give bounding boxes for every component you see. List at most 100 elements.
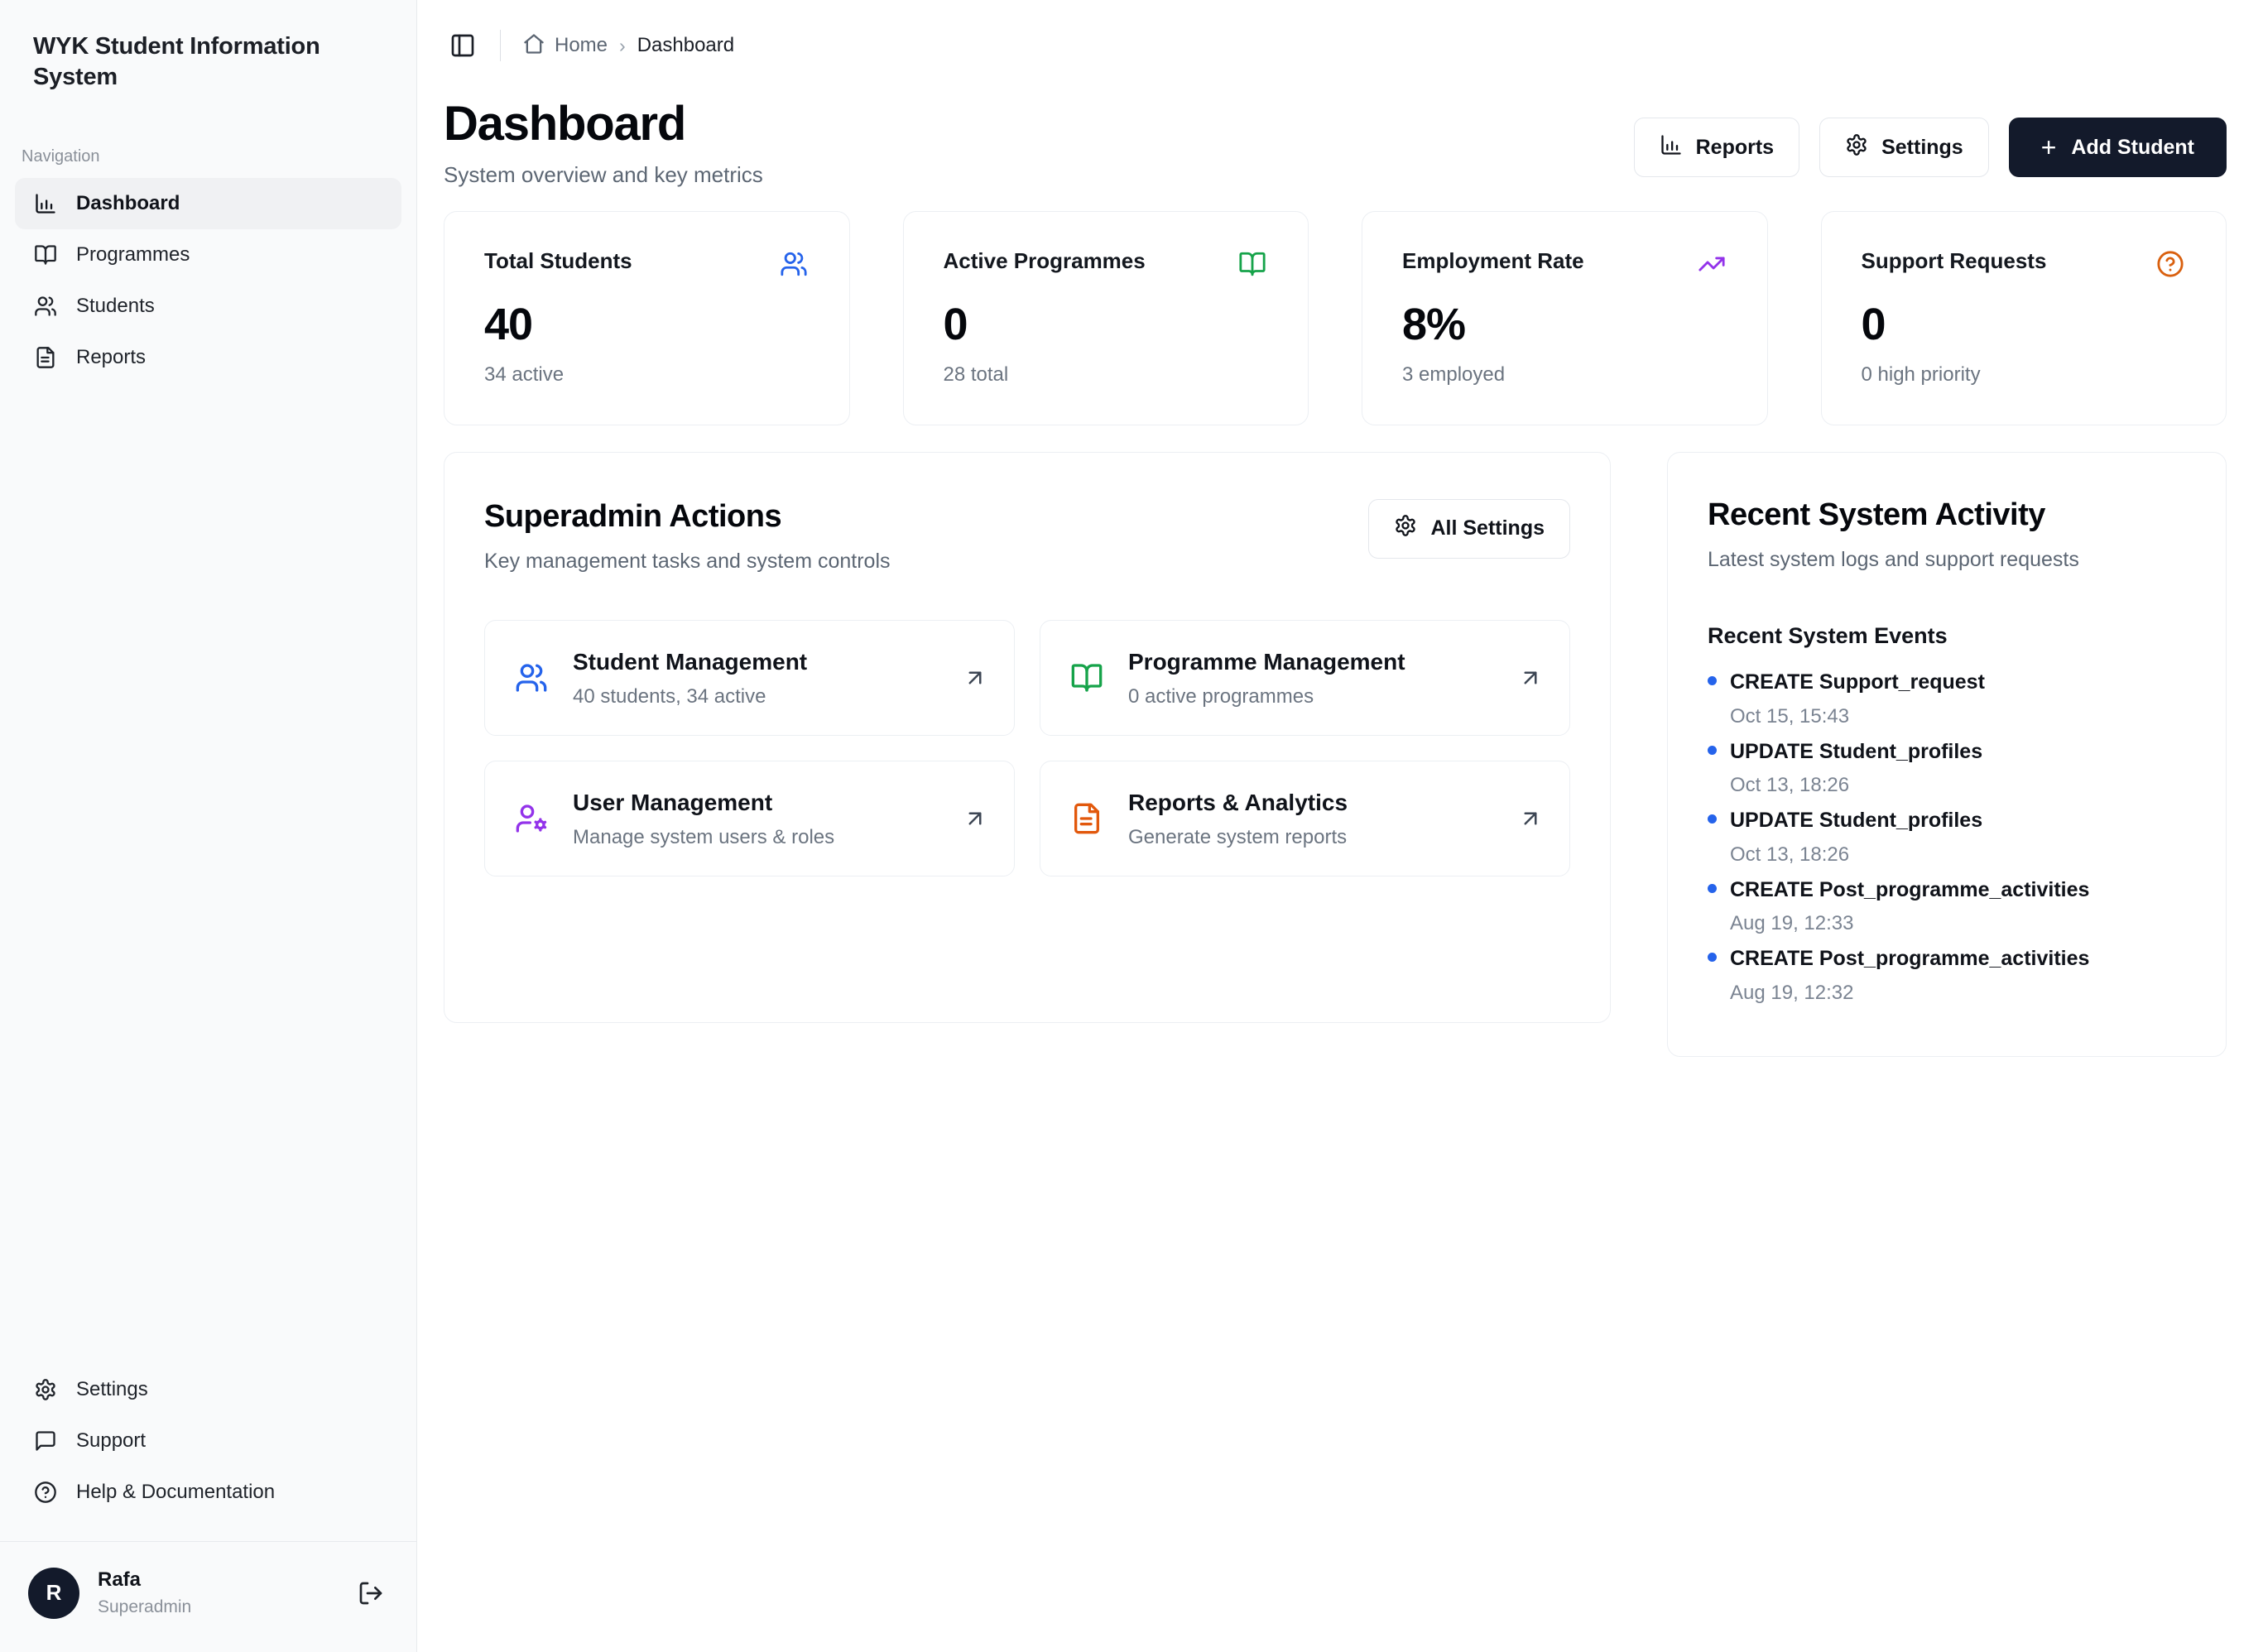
- bullet-dot-icon: [1708, 953, 1717, 963]
- panel-toggle-icon[interactable]: [444, 26, 482, 65]
- stat-card-support-requests: Support Requests 0 0 high priority: [1820, 210, 2227, 425]
- event-name: UPDATE Student_profiles: [1730, 809, 1983, 833]
- stat-card-title: Support Requests: [1861, 247, 2047, 273]
- list-item: CREATE Support_request Oct 15, 15:43: [1708, 667, 2186, 732]
- stat-card-active-programmes: Active Programmes 0 28 total: [902, 210, 1309, 425]
- event-name: UPDATE Student_profiles: [1730, 739, 1983, 763]
- tile-subtitle: Generate system reports: [1128, 826, 1348, 849]
- sidebar-spacer: [0, 383, 416, 1364]
- tile-reports-analytics[interactable]: Reports & Analytics Generate system repo…: [1040, 761, 1570, 877]
- stat-card-value: 0: [943, 299, 968, 349]
- gear-icon: [33, 1377, 58, 1402]
- stat-card-header: Total Students: [484, 248, 810, 280]
- sidebar-user-section[interactable]: R Rafa Superadmin: [0, 1542, 416, 1652]
- event-name: CREATE Support_request: [1730, 670, 1985, 694]
- sidebar-item-dashboard[interactable]: Dashboard: [15, 178, 401, 230]
- trending-up-icon: [1696, 248, 1727, 280]
- topbar-divider: [500, 30, 501, 61]
- stat-card-header: Active Programmes: [944, 248, 1269, 280]
- sidebar-divider: [0, 1541, 416, 1543]
- stat-card-value: 0: [1861, 299, 1886, 349]
- tile-subtitle: Manage system users & roles: [573, 826, 835, 849]
- settings-button-label: Settings: [1881, 135, 1963, 159]
- users-icon: [778, 248, 810, 280]
- user-name: Rafa: [98, 1568, 142, 1592]
- main-content: Home › Dashboard Dashboard System overvi…: [417, 0, 2263, 1652]
- avatar: R: [28, 1567, 79, 1619]
- primary-nav: Dashboard Programmes Students Reports: [0, 178, 416, 383]
- sidebar-item-settings[interactable]: Settings: [15, 1364, 401, 1415]
- user-meta: Rafa Superadmin: [98, 1567, 335, 1619]
- event-row: UPDATE Student_profiles: [1708, 805, 2186, 837]
- stat-card-title: Total Students: [484, 247, 632, 273]
- user-cog-icon: [513, 800, 550, 837]
- superadmin-action-tiles: Student Management 40 students, 34 activ…: [484, 620, 1570, 877]
- book-open-icon: [1237, 248, 1268, 280]
- tile-body: Programme Management 0 active programmes: [1128, 647, 1493, 708]
- page-header: Dashboard System overview and key metric…: [417, 91, 2263, 188]
- plus-icon: +: [2040, 132, 2057, 162]
- stat-card-note: 0 high priority: [1861, 363, 1981, 386]
- breadcrumb-separator: ›: [619, 34, 626, 56]
- activity-events-heading: Recent System Events: [1708, 623, 1948, 649]
- activity-panel-title: Recent System Activity: [1708, 497, 2045, 532]
- sidebar-item-programmes[interactable]: Programmes: [15, 229, 401, 281]
- event-name: CREATE Post_programme_activities: [1730, 947, 2090, 971]
- tile-student-management[interactable]: Student Management 40 students, 34 activ…: [484, 620, 1015, 737]
- tile-title: Student Management: [573, 649, 808, 675]
- breadcrumb-home[interactable]: Home: [522, 32, 608, 60]
- logout-icon[interactable]: [353, 1576, 388, 1611]
- stat-card-header: Employment Rate: [1402, 248, 1727, 280]
- tile-programme-management[interactable]: Programme Management 0 active programmes: [1040, 620, 1570, 737]
- tile-user-management[interactable]: User Management Manage system users & ro…: [484, 761, 1015, 877]
- sidebar-item-label: Support: [76, 1429, 147, 1453]
- tile-body: Student Management 40 students, 34 activ…: [573, 647, 938, 708]
- superadmin-panel-heading: Superadmin Actions Key management tasks …: [484, 499, 891, 574]
- page-header-text: Dashboard System overview and key metric…: [444, 97, 763, 188]
- add-student-button[interactable]: + Add Student: [2008, 118, 2227, 177]
- page-title: Dashboard: [444, 97, 686, 151]
- book-open-icon: [33, 243, 58, 267]
- secondary-nav: Settings Support Help & Documentation: [0, 1364, 416, 1518]
- sidebar-item-reports[interactable]: Reports: [15, 332, 401, 383]
- activity-event-list: CREATE Support_request Oct 15, 15:43 UPD…: [1708, 667, 2186, 1008]
- user-role: Superadmin: [98, 1597, 192, 1616]
- recent-system-activity-panel: Recent System Activity Latest system log…: [1667, 451, 2227, 1057]
- tile-title: User Management: [573, 790, 773, 816]
- file-text-icon: [33, 345, 58, 370]
- event-name: CREATE Post_programme_activities: [1730, 877, 2090, 901]
- bar-chart-icon: [1660, 133, 1683, 162]
- bullet-dot-icon: [1708, 883, 1717, 893]
- event-row: CREATE Post_programme_activities: [1708, 944, 2186, 975]
- tile-title: Programme Management: [1128, 649, 1405, 675]
- superadmin-actions-panel: Superadmin Actions Key management tasks …: [444, 451, 1611, 1023]
- breadcrumb-home-label: Home: [555, 34, 608, 56]
- users-icon: [513, 660, 550, 696]
- list-item: CREATE Post_programme_activities Aug 19,…: [1708, 875, 2186, 939]
- nav-section-label: Navigation: [22, 147, 100, 166]
- sidebar-item-students[interactable]: Students: [15, 281, 401, 332]
- bullet-dot-icon: [1708, 814, 1717, 824]
- gear-icon: [1845, 133, 1868, 162]
- sidebar-item-help-documentation[interactable]: Help & Documentation: [15, 1467, 401, 1518]
- stat-card-value: 40: [484, 299, 533, 349]
- superadmin-panel-subtitle: Key management tasks and system controls: [484, 550, 891, 574]
- reports-button[interactable]: Reports: [1633, 118, 1800, 177]
- sidebar-item-label: Settings: [76, 1378, 148, 1401]
- list-item: UPDATE Student_profiles Oct 13, 18:26: [1708, 805, 2186, 870]
- bar-chart-icon: [33, 191, 58, 216]
- breadcrumb-current: Dashboard: [637, 34, 735, 56]
- stat-card-value: 8%: [1402, 299, 1466, 349]
- settings-button[interactable]: Settings: [1819, 118, 1989, 177]
- help-circle-icon: [33, 1480, 58, 1505]
- tile-body: User Management Manage system users & ro…: [573, 788, 938, 849]
- superadmin-panel-title: Superadmin Actions: [484, 498, 782, 534]
- sidebar-item-support[interactable]: Support: [15, 1415, 401, 1467]
- sidebar-item-label: Dashboard: [76, 192, 180, 215]
- event-timestamp: Oct 15, 15:43: [1730, 704, 1850, 728]
- bullet-dot-icon: [1708, 745, 1717, 755]
- stat-card-total-students: Total Students 40 34 active: [444, 210, 850, 425]
- book-open-icon: [1069, 660, 1105, 696]
- stat-card-note: 3 employed: [1402, 363, 1506, 386]
- all-settings-button[interactable]: All Settings: [1368, 498, 1570, 559]
